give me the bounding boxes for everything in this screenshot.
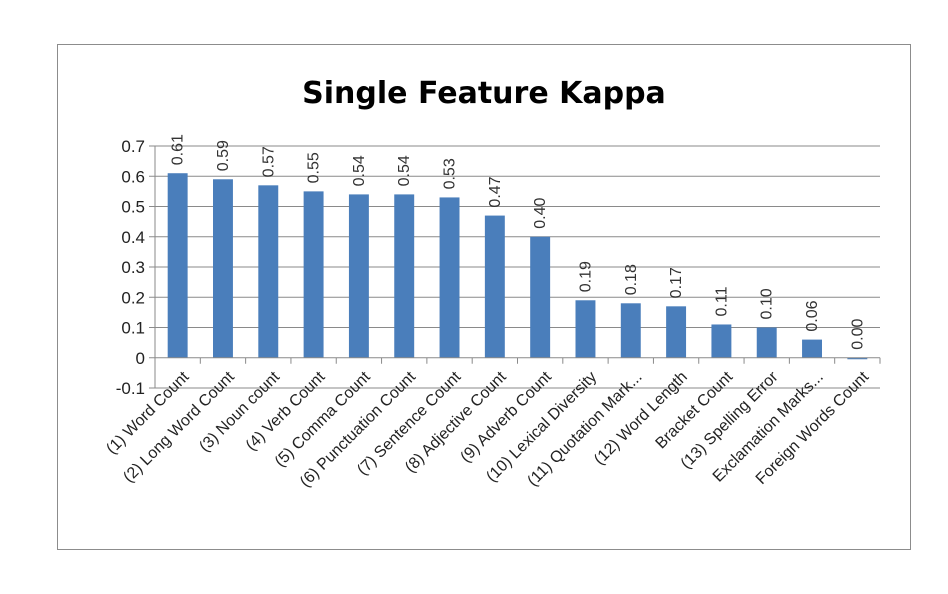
bar	[258, 185, 279, 358]
data-label: 0.55	[306, 152, 323, 183]
category-label: (3) Noun count	[196, 368, 283, 455]
bar	[348, 194, 369, 358]
y-tick-label: 0.2	[121, 288, 145, 307]
data-label: 0.53	[442, 158, 459, 189]
data-label: 0.59	[215, 140, 232, 171]
data-label: 0.10	[759, 288, 776, 319]
bar	[167, 173, 188, 358]
data-label: 0.18	[623, 264, 640, 295]
data-label: 0.00	[849, 319, 866, 350]
data-label: 0.17	[668, 267, 685, 298]
y-tick-label: 0.4	[121, 228, 145, 247]
y-tick-label: 0.6	[121, 167, 145, 186]
data-label: 0.47	[487, 176, 504, 207]
bar	[802, 339, 822, 358]
data-labels: 0.61 0.59 0.57 0.55 0.54 0.54 0.53 0.47 0.40 0.19…	[170, 134, 867, 350]
y-axis-tick-labels: 0.7 0.6 0.5 0.4 0.3 0.2 0.1 0 -0.1	[116, 137, 145, 398]
bar	[213, 179, 233, 358]
bar	[394, 194, 415, 358]
y-tick-label: 0.3	[121, 258, 145, 277]
y-tick-label: 0.5	[121, 198, 145, 217]
bar	[484, 215, 505, 358]
category-label: Bracket Count	[653, 368, 737, 452]
bar	[711, 324, 732, 358]
data-label: 0.06	[804, 300, 821, 331]
bar	[847, 357, 868, 360]
y-tick-label: 0	[136, 349, 145, 368]
y-tick-label: -0.1	[116, 379, 145, 398]
bar	[666, 306, 687, 358]
data-label: 0.40	[532, 198, 549, 229]
bar	[620, 303, 641, 358]
bar	[575, 300, 596, 358]
bars	[167, 173, 868, 360]
chart-frame: Single Feature Kappa 0.7 0.6 0.5 0.4 0.3 0.2 0…	[57, 44, 911, 550]
bar	[439, 197, 460, 358]
bar	[756, 327, 777, 358]
data-label: 0.54	[396, 155, 413, 186]
data-label: 0.11	[713, 286, 730, 316]
data-label: 0.54	[351, 155, 368, 186]
category-label: (4) Verb Count	[243, 368, 329, 454]
bar-chart: Single Feature Kappa 0.70.60.50.40.30.20…	[103, 76, 881, 491]
data-label: 0.19	[577, 261, 594, 292]
y-tick-label: 0.7	[121, 137, 145, 156]
chart-title: Single Feature Kappa	[302, 76, 666, 111]
bar	[303, 191, 324, 358]
y-tick-label: 0.1	[121, 319, 145, 338]
data-label: 0.61	[170, 134, 187, 165]
axes	[154, 146, 881, 388]
bar	[530, 236, 551, 358]
data-label: 0.57	[260, 146, 277, 177]
category-labels: (1) Word Count(2) Long Word Count(3) Nou…	[103, 368, 872, 491]
